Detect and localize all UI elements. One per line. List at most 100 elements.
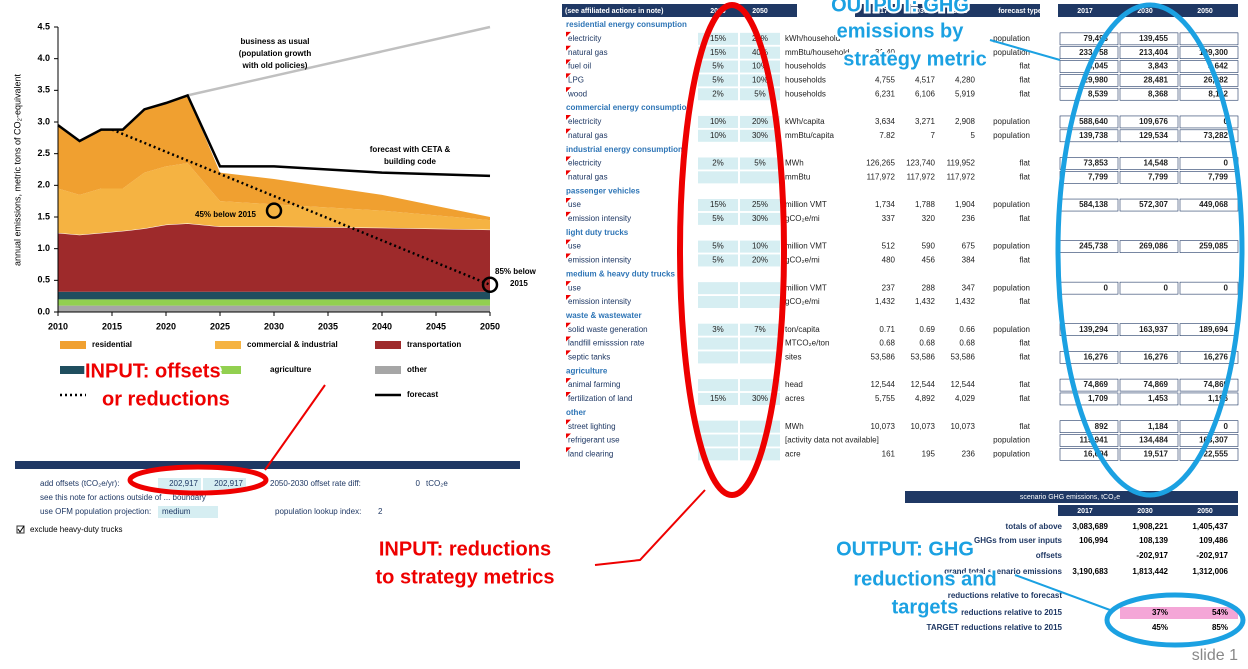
cell: population — [993, 117, 1030, 126]
input-cell — [740, 240, 780, 253]
cell: 79,493 — [1084, 34, 1109, 43]
input-cell — [740, 254, 780, 267]
output-cell — [1059, 115, 1119, 129]
cell: 19,517 — [1144, 449, 1169, 458]
legend-swatch — [215, 366, 241, 374]
cell: 10% — [710, 117, 726, 126]
cell: 5% — [712, 214, 724, 223]
input-cell — [698, 392, 738, 405]
cell: 20% — [752, 256, 768, 265]
input-cell — [698, 379, 738, 392]
cell: 320 — [922, 214, 936, 223]
section-label: other — [566, 408, 586, 417]
output-cell — [1059, 129, 1119, 143]
annotation: forecast with CETA & — [370, 145, 451, 154]
checkbox-label: exclude heavy-duty trucks — [30, 525, 123, 534]
cell: 123,740 — [906, 159, 935, 168]
cell: 237 — [882, 283, 896, 292]
cell: land clearing — [568, 449, 613, 458]
summary-title: scenario GHG emissions, tCO₂e — [1020, 494, 1120, 501]
cell: 1,432 — [875, 297, 896, 306]
legend-label: commercial & industrial — [247, 340, 338, 349]
cell: 1,405,437 — [1192, 522, 1228, 531]
checkbox[interactable] — [16, 525, 25, 534]
cell: 189,694 — [1199, 325, 1228, 334]
output-cell — [1179, 129, 1239, 143]
cell: 456 — [922, 256, 936, 265]
cell: 16,276 — [1204, 353, 1229, 362]
cell: 31.40 — [875, 48, 896, 57]
cell: gCO₂e/mi — [785, 297, 820, 306]
header-bar — [1058, 505, 1238, 516]
cell: 1,908,221 — [1132, 522, 1168, 531]
check — [17, 525, 25, 533]
cell: -202,917 — [1136, 551, 1168, 560]
cell: 4,029 — [955, 394, 976, 403]
cell: emission intensity — [568, 256, 631, 265]
cell: solid waste generation — [568, 325, 648, 334]
cell: population — [993, 48, 1030, 57]
cell: 74,869 — [1204, 380, 1229, 389]
cell: TARGET reductions relative to 2015 — [927, 623, 1063, 632]
callout-line — [1014, 574, 1111, 611]
input-cell — [698, 129, 738, 142]
cell: households — [785, 76, 826, 85]
cell: 0.71 — [879, 325, 895, 334]
output-cell — [1119, 240, 1179, 253]
cell: 0.68 — [959, 339, 975, 348]
cell: 29,980 — [1084, 76, 1109, 85]
y-tick-label: 1.0 — [37, 243, 50, 253]
line — [187, 25, 491, 97]
cell: 85% — [1212, 623, 1228, 632]
line — [111, 128, 491, 286]
cell: 584,138 — [1079, 200, 1108, 209]
cell: 109,486 — [1199, 536, 1228, 545]
output-cell — [1179, 240, 1239, 253]
legend-swatch — [60, 341, 86, 349]
note-flag — [566, 281, 571, 287]
cell: 37% — [1152, 608, 1168, 617]
callout-oval — [127, 464, 269, 496]
cell: mmBtu/capita — [785, 131, 834, 140]
cell: 213,404 — [1139, 48, 1168, 57]
cell: animal farming — [568, 380, 620, 389]
cell: 7.82 — [879, 131, 895, 140]
cell: 109,676 — [1139, 117, 1168, 126]
cell: 16,276 — [1084, 353, 1109, 362]
callout: targets — [892, 596, 959, 618]
cell: 20% — [752, 117, 768, 126]
cell: MWh — [785, 159, 804, 168]
annotation: (population growth — [239, 49, 312, 58]
input-cell — [698, 115, 738, 128]
cell: 10% — [752, 242, 768, 251]
cell: 0.68 — [879, 339, 895, 348]
output-cell — [1119, 32, 1179, 46]
cell: households — [785, 89, 826, 98]
label: population lookup index: — [275, 507, 361, 516]
column-header: 2050 — [1197, 8, 1213, 15]
cell: 3,271 — [915, 117, 936, 126]
note-flag — [566, 87, 571, 93]
output-cell — [1059, 392, 1119, 406]
cell: 117,972 — [867, 172, 896, 181]
callout: reductions and — [853, 568, 996, 590]
input-value: medium — [162, 507, 191, 516]
cell: acres — [785, 394, 805, 403]
input-cell — [698, 240, 738, 253]
cell: 108,139 — [1139, 536, 1168, 545]
cell: households — [785, 62, 826, 71]
cell: 195 — [922, 449, 936, 458]
cell: 1,196 — [1208, 394, 1229, 403]
cell: use — [568, 200, 581, 209]
cell: 4,755 — [875, 76, 896, 85]
y-tick-label: 2.0 — [37, 180, 50, 190]
note-flag — [566, 239, 571, 245]
cell: 0.66 — [959, 325, 975, 334]
marker — [481, 276, 499, 294]
annotation: business as usual — [241, 37, 310, 46]
input-cell — [740, 129, 780, 142]
area — [58, 223, 490, 292]
legend-swatch — [375, 366, 401, 374]
cell: fuel oil — [568, 62, 591, 71]
